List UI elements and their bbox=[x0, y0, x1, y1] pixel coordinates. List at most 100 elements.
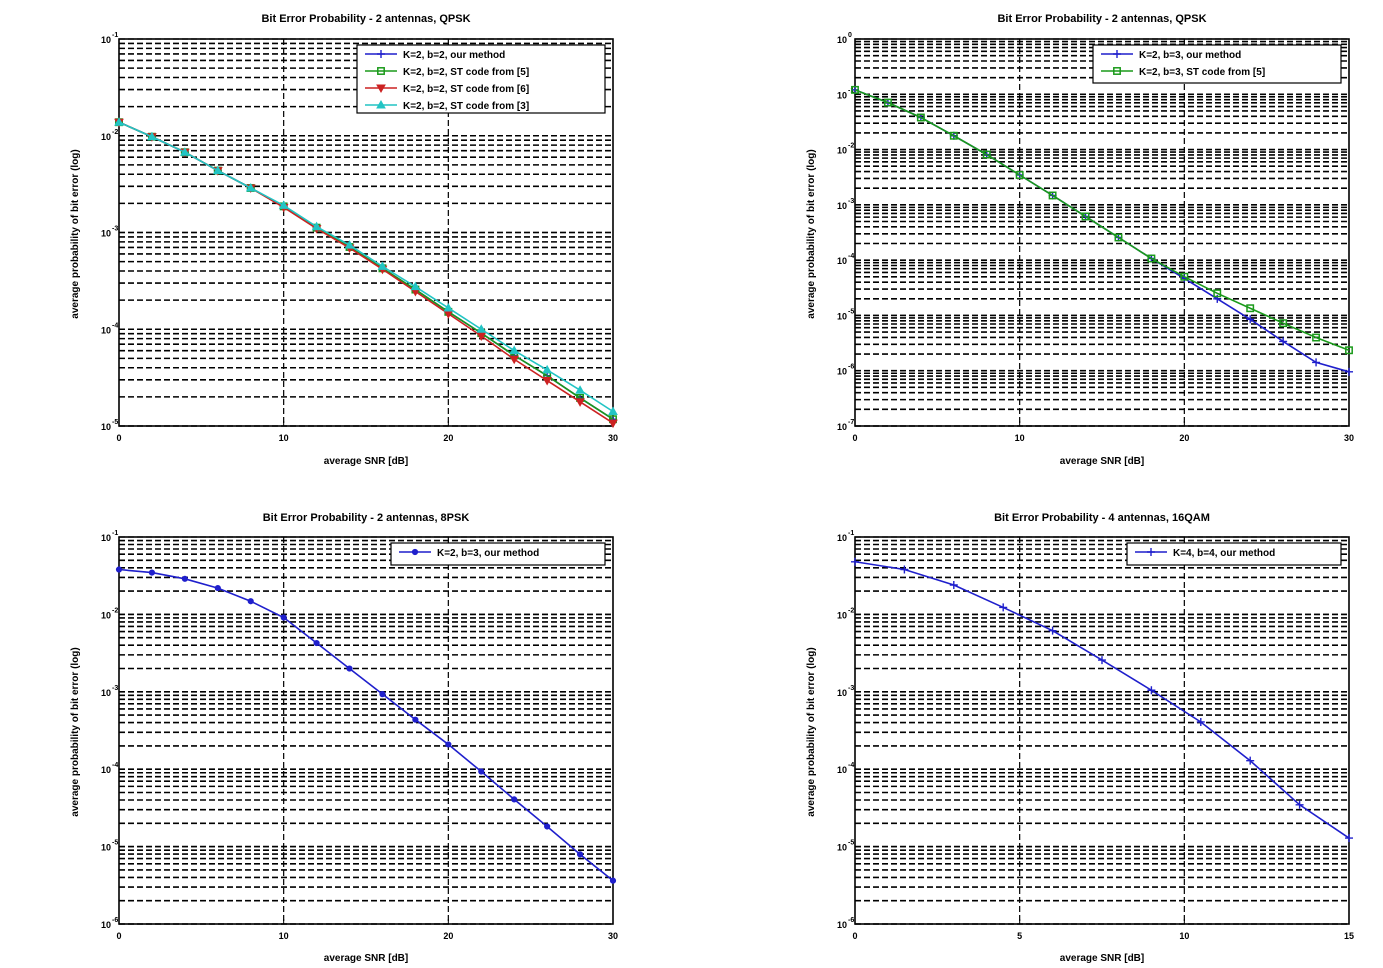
data-point bbox=[542, 364, 552, 374]
grid bbox=[855, 536, 1349, 925]
legend-box bbox=[1126, 542, 1342, 566]
x-tick-label: 0 bbox=[852, 931, 857, 941]
legend-entry: K=2, b=3, our method bbox=[437, 548, 539, 559]
data-point bbox=[1295, 800, 1304, 809]
data-point bbox=[544, 823, 551, 830]
data-point bbox=[214, 584, 221, 592]
legend-box bbox=[356, 44, 606, 114]
data-point bbox=[1345, 367, 1353, 376]
data-point bbox=[608, 406, 618, 415]
chart-title: Bit Error Probability - 2 antennas, 8PSK bbox=[263, 512, 470, 524]
x-axis-label: average SNR [dB] bbox=[1060, 456, 1144, 467]
y-axis-label: average probability of bit error (log) bbox=[70, 149, 81, 318]
data-point bbox=[147, 131, 157, 141]
y-tick-exponent: -7 bbox=[848, 419, 854, 426]
grid bbox=[119, 536, 613, 925]
y-tick-label: 10 bbox=[837, 920, 847, 930]
data-point bbox=[377, 261, 388, 270]
data-point bbox=[509, 345, 520, 355]
data-point bbox=[1113, 50, 1121, 58]
y-tick-label: 10 bbox=[837, 256, 847, 266]
legend-box bbox=[1092, 44, 1342, 84]
series-line bbox=[854, 89, 1350, 352]
legend: K=2, b=2, our method K=2, b=2, ST code fr… bbox=[356, 44, 606, 114]
x-tick-label: 30 bbox=[1344, 433, 1354, 443]
data-point bbox=[412, 716, 419, 723]
y-tick-exponent: -3 bbox=[848, 685, 854, 692]
legend: K=2, b=3, our method bbox=[390, 542, 606, 566]
x-tick-label: 0 bbox=[116, 433, 121, 443]
chart-ber-2ant-qpsk-four-codes: Bit Error Probability - 2 antennas, QPSK… bbox=[70, 13, 618, 467]
y-tick-exponent: -3 bbox=[848, 198, 854, 205]
data-point bbox=[1345, 834, 1353, 843]
data-point bbox=[1114, 233, 1123, 242]
y-tick-label: 10 bbox=[101, 325, 111, 335]
chart-ber-4ant-16qam: Bit Error Probability - 4 antennas, 16QA… bbox=[806, 512, 1354, 964]
data-point bbox=[851, 85, 859, 94]
data-point bbox=[212, 165, 223, 175]
data-point bbox=[900, 565, 909, 574]
data-point bbox=[115, 566, 123, 573]
data-point bbox=[1246, 304, 1255, 313]
data-point bbox=[851, 557, 859, 566]
y-tick-label: 10 bbox=[101, 422, 111, 432]
y-tick-label: 10 bbox=[101, 35, 111, 45]
x-tick-label: 30 bbox=[608, 931, 618, 941]
x-tick-label: 10 bbox=[279, 931, 289, 941]
data-point bbox=[278, 200, 289, 209]
data-point bbox=[180, 147, 190, 156]
x-tick-label: 20 bbox=[443, 931, 453, 941]
data-point bbox=[247, 598, 254, 605]
data-point bbox=[1312, 333, 1321, 342]
y-tick-exponent: -5 bbox=[112, 840, 118, 847]
data-point bbox=[376, 99, 386, 109]
data-point bbox=[346, 665, 353, 672]
y-tick-exponent: -2 bbox=[848, 607, 854, 614]
data-point bbox=[1147, 254, 1156, 263]
chart-title: Bit Error Probability - 2 antennas, QPSK bbox=[997, 13, 1206, 25]
x-tick-label: 0 bbox=[852, 433, 857, 443]
y-tick-label: 10 bbox=[837, 35, 847, 45]
data-point bbox=[377, 50, 385, 58]
data-point bbox=[1098, 656, 1106, 665]
y-tick-exponent: -4 bbox=[112, 322, 118, 329]
plot-area bbox=[854, 536, 1350, 925]
legend-entry: K=2, b=2, ST code from [3] bbox=[403, 101, 529, 112]
series-line bbox=[118, 121, 614, 413]
x-tick-label: 20 bbox=[1179, 433, 1189, 443]
data-point bbox=[1048, 191, 1057, 200]
plot-area bbox=[118, 536, 614, 925]
data-point bbox=[575, 385, 585, 394]
y-tick-exponent: -1 bbox=[112, 32, 118, 39]
data-point bbox=[576, 851, 584, 858]
legend-entry: K=2, b=2, ST code from [6] bbox=[403, 84, 529, 95]
y-tick-exponent: -3 bbox=[112, 226, 118, 233]
y-tick-label: 10 bbox=[837, 90, 847, 100]
x-axis-label: average SNR [dB] bbox=[324, 456, 408, 467]
x-tick-label: 10 bbox=[1015, 433, 1025, 443]
y-tick-label: 10 bbox=[837, 367, 847, 377]
x-tick-label: 15 bbox=[1344, 931, 1354, 941]
y-tick-exponent: -4 bbox=[112, 762, 118, 769]
data-point bbox=[1246, 756, 1255, 765]
data-point bbox=[376, 84, 386, 94]
data-point bbox=[509, 355, 520, 365]
legend: K=2, b=3, our method K=2, b=3, ST code fr… bbox=[1092, 44, 1342, 84]
data-point bbox=[1246, 315, 1255, 324]
data-point bbox=[280, 614, 287, 621]
data-point bbox=[311, 221, 322, 231]
chart-ber-2ant-8psk: Bit Error Probability - 2 antennas, 8PSK… bbox=[70, 512, 618, 964]
y-tick-label: 10 bbox=[101, 229, 111, 239]
x-axis-label: average SNR [dB] bbox=[324, 953, 408, 964]
data-point bbox=[344, 240, 355, 249]
data-point bbox=[511, 796, 518, 803]
chart-title: Bit Error Probability - 4 antennas, 16QA… bbox=[994, 512, 1210, 524]
data-point bbox=[411, 548, 419, 556]
data-point bbox=[476, 324, 487, 333]
data-point bbox=[410, 281, 421, 291]
chart-ber-2ant-qpsk-two-codes: Bit Error Probability - 2 antennas, QPSK… bbox=[806, 13, 1354, 467]
y-tick-exponent: -3 bbox=[112, 685, 118, 692]
data-point bbox=[445, 741, 452, 748]
legend-entry: K=2, b=3, ST code from [5] bbox=[1139, 67, 1265, 78]
data-point bbox=[608, 419, 618, 429]
